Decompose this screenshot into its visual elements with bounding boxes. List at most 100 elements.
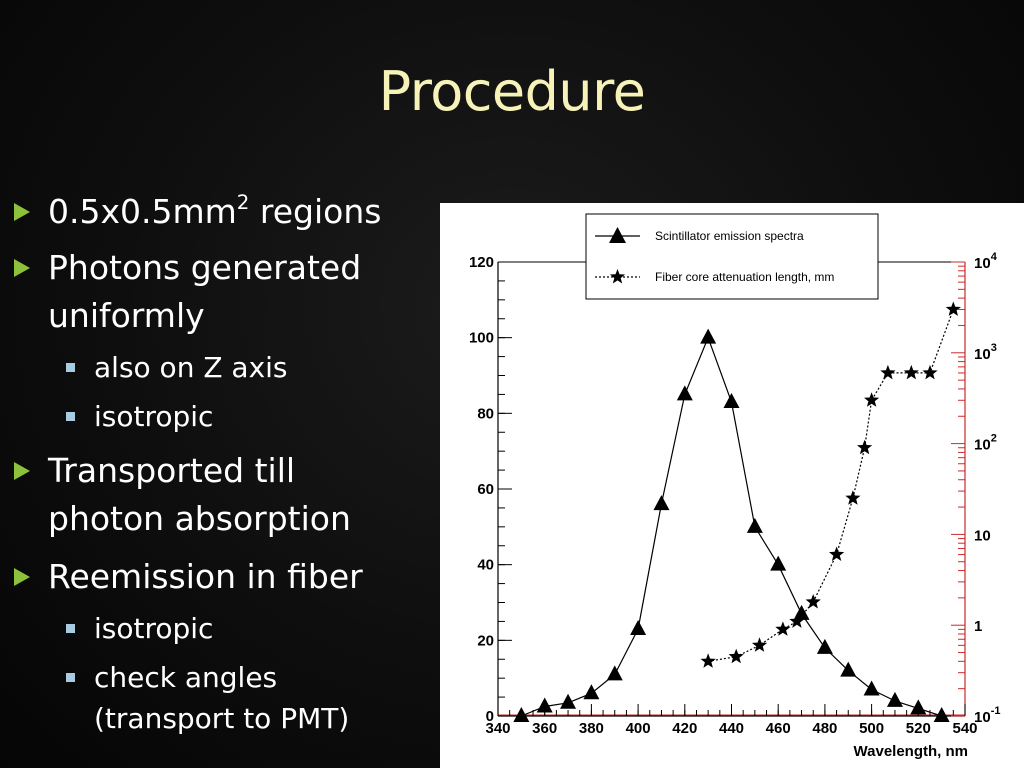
chart-axes: 340 360 380 400 420 440 460 480 500 520 540Wavelen… [469, 251, 1001, 760]
sub-bullet-z-axis: also on Z axis [94, 347, 434, 388]
emission-point [653, 495, 670, 511]
x-tick-label: 500 [859, 720, 884, 737]
bullet-line: Transported till [48, 451, 296, 490]
emission-point [886, 691, 903, 707]
emission-point [630, 619, 647, 635]
y-right-tick-exponent: 3 [991, 342, 997, 354]
y-left-tick-label: 80 [477, 405, 494, 422]
attenuation-point [880, 364, 896, 380]
bullet-arrow-icon [14, 462, 30, 480]
y-right-tick-label: 102 [974, 433, 997, 454]
legend-triangle-marker [609, 227, 626, 243]
legend-box [585, 213, 879, 300]
bullet-line: isotropic [94, 612, 214, 645]
sub-bullet-isotropic-2: isotropic [94, 608, 434, 649]
x-tick-label: 440 [719, 720, 744, 737]
bullet-regions-sup: 2 [236, 191, 250, 214]
emission-point [863, 680, 880, 696]
x-tick-label: 360 [532, 720, 557, 737]
attenuation-point [857, 439, 873, 455]
attenuation-point [903, 364, 919, 380]
x-tick-label: 400 [626, 720, 651, 737]
bullet-transported: Transported till photon absorption [48, 447, 433, 543]
legend-star-marker [609, 269, 626, 284]
attenuation-point [945, 301, 961, 316]
sub-bullet-square-icon [66, 363, 75, 372]
x-tick-label: 420 [672, 720, 697, 737]
bullet-regions-after: regions [249, 192, 382, 231]
x-tick-label: 520 [906, 720, 931, 737]
bullet-line: also on Z axis [94, 351, 288, 384]
attenuation-point [728, 648, 744, 664]
emission-point [583, 684, 600, 700]
attenuation-point [700, 653, 716, 668]
sub-bullet-check-angles: check angles (transport to PMT) [94, 657, 434, 739]
chart-panel: 340 360 380 400 420 440 460 480 500 520 540 Wavelen… [440, 203, 1024, 768]
bullet-line: Photons generated [48, 248, 362, 287]
bullet-regions: 0.5x0.5mm2 regions [48, 188, 433, 236]
attenuation-line [708, 309, 954, 662]
bullet-photons-generated: Photons generated uniformly [48, 244, 433, 340]
y-right-tick-label: 10-1 [974, 705, 1000, 726]
legend-entry-fiber: Fiber core attenuation length, mm [655, 270, 834, 284]
x-tick-label: 480 [812, 720, 837, 737]
y-left-tick-label: 100 [469, 330, 494, 347]
attenuation-point [922, 364, 938, 380]
legend-entry-scintillator: Scintillator emission spectra [655, 229, 804, 243]
attenuation-point [845, 490, 861, 505]
emission-point [723, 392, 740, 408]
emission-point [933, 707, 950, 722]
sub-bullet-square-icon [66, 624, 75, 633]
attenuation-point [864, 392, 880, 407]
bullet-line: check angles [94, 661, 278, 694]
emission-point [676, 385, 693, 401]
bullet-line: uniformly [48, 296, 205, 335]
emission-point [816, 638, 833, 654]
emission-point [746, 517, 763, 533]
emission-point [606, 665, 623, 681]
attenuation-point [751, 637, 768, 652]
y-left-tick-label: 40 [477, 557, 494, 574]
bullet-arrow-icon [14, 203, 30, 221]
emission-point [840, 661, 857, 677]
emission-point [513, 707, 530, 722]
bullet-regions-main: 0.5x0.5mm [48, 192, 237, 231]
y-right-tick-exponent: 2 [991, 433, 997, 445]
attenuation-point [775, 621, 791, 636]
y-right-tick-label: 103 [974, 342, 997, 363]
chart-legend: Scintillator emission spectra Fiber core… [585, 213, 879, 300]
bullet-line: isotropic [94, 400, 214, 433]
y-right-tick-exponent: -1 [991, 705, 1001, 717]
bullet-line: (transport to PMT) [94, 702, 350, 735]
emission-point [910, 699, 927, 715]
y-left-tick-label: 0 [486, 708, 494, 725]
sub-bullet-isotropic: isotropic [94, 396, 434, 437]
bullet-arrow-icon [14, 568, 30, 586]
y-left-tick-label: 120 [469, 254, 494, 271]
y-right-tick-label: 104 [974, 251, 998, 272]
bullet-reemission: Reemission in fiber [48, 553, 433, 601]
y-left-tick-label: 20 [477, 632, 494, 649]
chart-series [513, 301, 961, 722]
bullet-line: photon absorption [48, 499, 351, 538]
sub-bullet-square-icon [66, 412, 75, 421]
y-right-tick-exponent: 4 [991, 251, 998, 263]
emission-point [560, 693, 577, 709]
sub-bullet-square-icon [66, 673, 75, 682]
chart-svg: 340 360 380 400 420 440 460 480 500 520 540Wavelen… [469, 213, 1001, 760]
slide-title: Procedure [378, 60, 646, 123]
bullet-line: Reemission in fiber [48, 557, 363, 596]
legend-star-shape [609, 269, 626, 284]
bullet-arrow-icon [14, 259, 30, 277]
x-tick-label: 380 [579, 720, 604, 737]
y-left-tick-label: 60 [477, 481, 494, 498]
attenuation-point [789, 613, 805, 628]
emission-point [700, 328, 717, 344]
x-tick-label: 340 [485, 720, 510, 737]
attenuation-point [805, 594, 821, 609]
y-right-tick-label: 10 [974, 527, 991, 544]
x-tick-label: 540 [952, 720, 977, 737]
y-right-tick-label: 1 [974, 618, 982, 635]
attenuation-point [829, 546, 845, 561]
x-tick-label: 460 [766, 720, 791, 737]
